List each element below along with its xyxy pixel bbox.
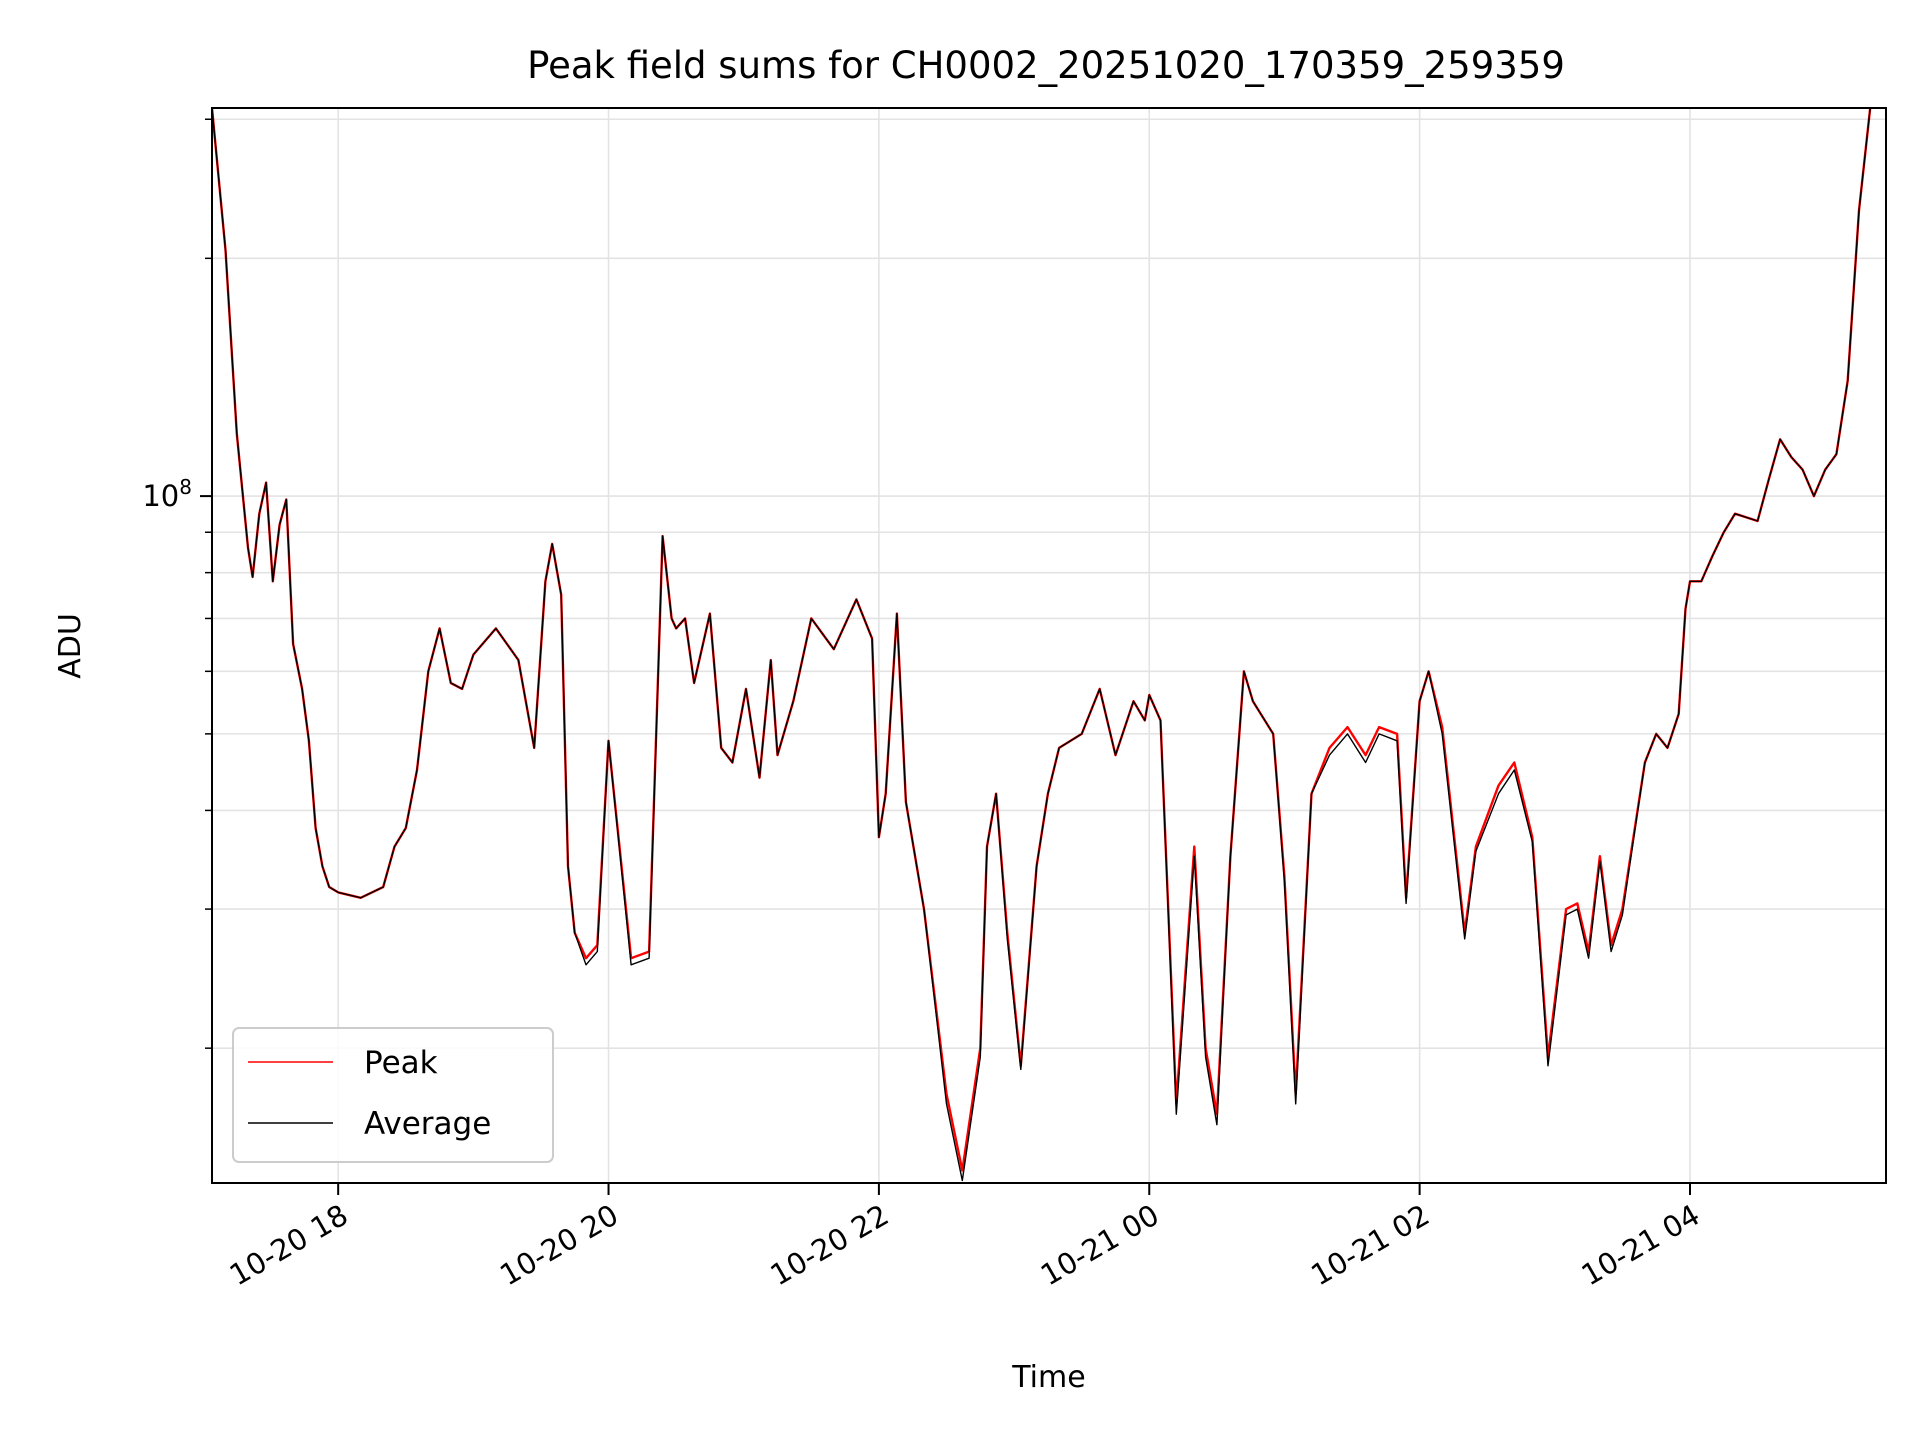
x-axis-label: Time [1011,1360,1085,1395]
legend-label-peak: Peak [364,1045,438,1081]
chart-title: Peak field sums for CH0002_20251020_1703… [527,44,1565,87]
legend-label-average: Average [364,1106,491,1142]
y-axis-label: ADU [53,613,88,679]
series-line-average [212,108,1871,1182]
y-tick-label: 108 [142,475,192,513]
y-axis: 108 [142,118,212,1049]
gridlines [212,108,1886,1183]
plot-frame [211,107,1887,1184]
legend: Peak Average [232,1027,554,1163]
series-layer [212,108,1872,1182]
